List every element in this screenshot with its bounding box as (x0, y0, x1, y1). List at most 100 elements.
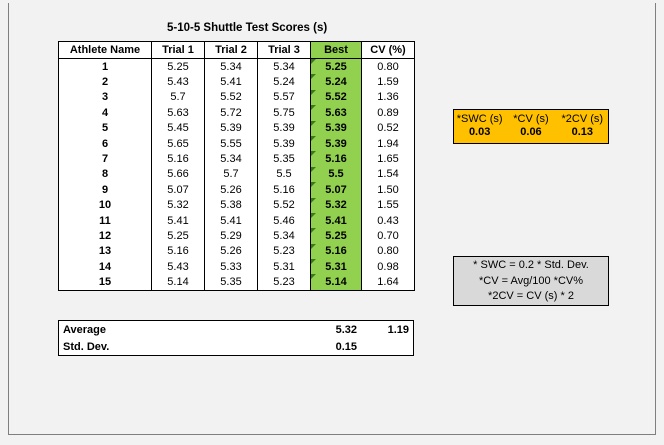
cv-cell: 0.80 (361, 58, 415, 75)
cv-cell: 1.94 (361, 135, 415, 152)
best-cell: 5.52 (310, 89, 362, 106)
athlete-name-cell: 2 (58, 74, 152, 90)
trial-3-cell: 5.75 (257, 105, 311, 121)
table-row: 9 5.07 5.26 5.16 5.07 1.50 (58, 182, 415, 198)
sd-row: Std. Dev. 0.15 (59, 338, 414, 356)
best-cell: 5.07 (310, 182, 362, 198)
table-row: 7 5.16 5.34 5.35 5.16 1.65 (58, 151, 415, 167)
table-row: 5 5.45 5.39 5.39 5.39 0.52 (58, 120, 415, 136)
trial-2-cell: 5.26 (204, 243, 258, 260)
trial-2-cell: 5.34 (204, 58, 258, 75)
athlete-name-cell: 13 (58, 243, 152, 260)
trial-1-cell: 5.25 (151, 58, 205, 75)
trial-3-cell: 5.5 (257, 166, 311, 183)
best-cell: 5.41 (310, 212, 362, 229)
cv-cell: 1.54 (361, 166, 415, 183)
cv-cell: 1.59 (361, 74, 415, 90)
trial-3-cell: 5.34 (257, 58, 311, 75)
trial-3-cell: 5.23 (257, 243, 311, 260)
athlete-name-cell: 14 (58, 259, 152, 275)
trial-3-cell: 5.57 (257, 89, 311, 106)
summary-table: Average 5.32 1.19 Std. Dev. 0.15 (58, 320, 414, 356)
note-cv: *CV = Avg/100 *CV% (478, 274, 584, 287)
trial-1-cell: 5.07 (151, 182, 205, 198)
col-trial-2: Trial 2 (204, 41, 258, 59)
cv-cell: 0.80 (361, 243, 415, 260)
table-row: 15 5.14 5.35 5.23 5.14 1.64 (58, 274, 415, 291)
best-cell: 5.63 (310, 105, 362, 121)
athlete-name-cell: 15 (58, 274, 152, 291)
athlete-name-cell: 3 (58, 89, 152, 106)
swc-value: 0.03 (468, 126, 491, 138)
cv-s-header: *CV (s) (513, 113, 549, 125)
cv-cell: 0.89 (361, 105, 415, 121)
athlete-name-cell: 11 (58, 212, 152, 229)
trial-1-cell: 5.25 (151, 228, 205, 244)
athlete-name-cell: 10 (58, 197, 152, 213)
trial-1-cell: 5.45 (151, 120, 205, 136)
col-best: Best (310, 41, 362, 59)
athlete-name-cell: 8 (58, 166, 152, 183)
best-cell: 5.31 (310, 259, 362, 275)
col-cv: CV (%) (361, 41, 415, 59)
athlete-name-cell: 6 (58, 135, 152, 152)
cv-cell: 1.64 (361, 274, 415, 291)
trial-1-cell: 5.14 (151, 274, 205, 291)
col-athlete-name: Athlete Name (58, 41, 152, 59)
note-2cv: *2CV = CV (s) * 2 (488, 290, 574, 302)
best-cell: 5.16 (310, 151, 362, 167)
best-cell: 5.25 (310, 58, 362, 75)
athlete-name-cell: 12 (58, 228, 152, 244)
trial-2-cell: 5.41 (204, 212, 258, 229)
cv-cell: 0.43 (361, 212, 415, 229)
best-cell: 5.32 (310, 197, 362, 213)
best-cell: 5.39 (310, 120, 362, 136)
trial-2-cell: 5.34 (204, 151, 258, 167)
average-best: 5.32 (335, 323, 357, 336)
table-title: 5-10-5 Shuttle Test Scores (s) (167, 22, 328, 34)
best-cell: 5.24 (310, 74, 362, 90)
trial-3-cell: 5.39 (257, 135, 311, 152)
cv-cell: 1.36 (361, 89, 415, 106)
table-row: 13 5.16 5.26 5.23 5.16 0.80 (58, 243, 415, 260)
cv-cell: 0.52 (361, 120, 415, 136)
trial-3-cell: 5.46 (257, 212, 311, 229)
trial-2-cell: 5.41 (204, 74, 258, 90)
table-row: 8 5.66 5.7 5.5 5.5 1.54 (58, 166, 415, 183)
trial-1-cell: 5.66 (151, 166, 205, 183)
average-row: Average 5.32 1.19 (59, 321, 414, 339)
trial-2-cell: 5.72 (204, 105, 258, 121)
athlete-name-cell: 7 (58, 151, 152, 167)
table-row: 2 5.43 5.41 5.24 5.24 1.59 (58, 74, 415, 90)
trial-2-cell: 5.7 (204, 166, 258, 183)
trial-3-cell: 5.39 (257, 120, 311, 136)
trial-2-cell: 5.26 (204, 182, 258, 198)
trial-2-cell: 5.38 (204, 197, 258, 213)
best-cell: 5.5 (310, 166, 362, 183)
sd-cv-empty (361, 338, 414, 356)
header-row: Athlete Name Trial 1 Trial 2 Trial 3 Bes… (58, 41, 415, 59)
col-trial-1: Trial 1 (151, 41, 205, 59)
formula-notes-box: * SWC = 0.2 * Std. Dev. *CV = Avg/100 *C… (453, 256, 609, 306)
table-row: 10 5.32 5.38 5.52 5.32 1.55 (58, 197, 415, 213)
score-rows: 1 5.25 5.34 5.34 5.25 0.80 2 5.43 5.41 5.24 5.24 1.… (58, 58, 415, 291)
average-cv: 1.19 (387, 323, 409, 336)
table-row: 1 5.25 5.34 5.34 5.25 0.80 (58, 58, 415, 75)
trial-1-cell: 5.63 (151, 105, 205, 121)
table-row: 4 5.63 5.72 5.75 5.63 0.89 (58, 105, 415, 121)
trial-2-cell: 5.33 (204, 259, 258, 275)
trial-3-cell: 5.52 (257, 197, 311, 213)
cv-cell: 0.98 (361, 259, 415, 275)
cv-cell: 0.70 (361, 228, 415, 244)
trial-3-cell: 5.34 (257, 228, 311, 244)
sd-label: Std. Dev. (63, 340, 110, 353)
trial-2-cell: 5.35 (204, 274, 258, 291)
athlete-name-cell: 1 (58, 58, 152, 75)
table-row: 12 5.25 5.29 5.34 5.25 0.70 (58, 228, 415, 244)
cv-cell: 1.55 (361, 197, 415, 213)
trial-1-cell: 5.16 (151, 243, 205, 260)
2cv-value: 0.13 (571, 126, 594, 138)
note-swc: * SWC = 0.2 * Std. Dev. (473, 259, 589, 271)
trial-2-cell: 5.29 (204, 228, 258, 244)
trial-3-cell: 5.24 (257, 74, 311, 90)
